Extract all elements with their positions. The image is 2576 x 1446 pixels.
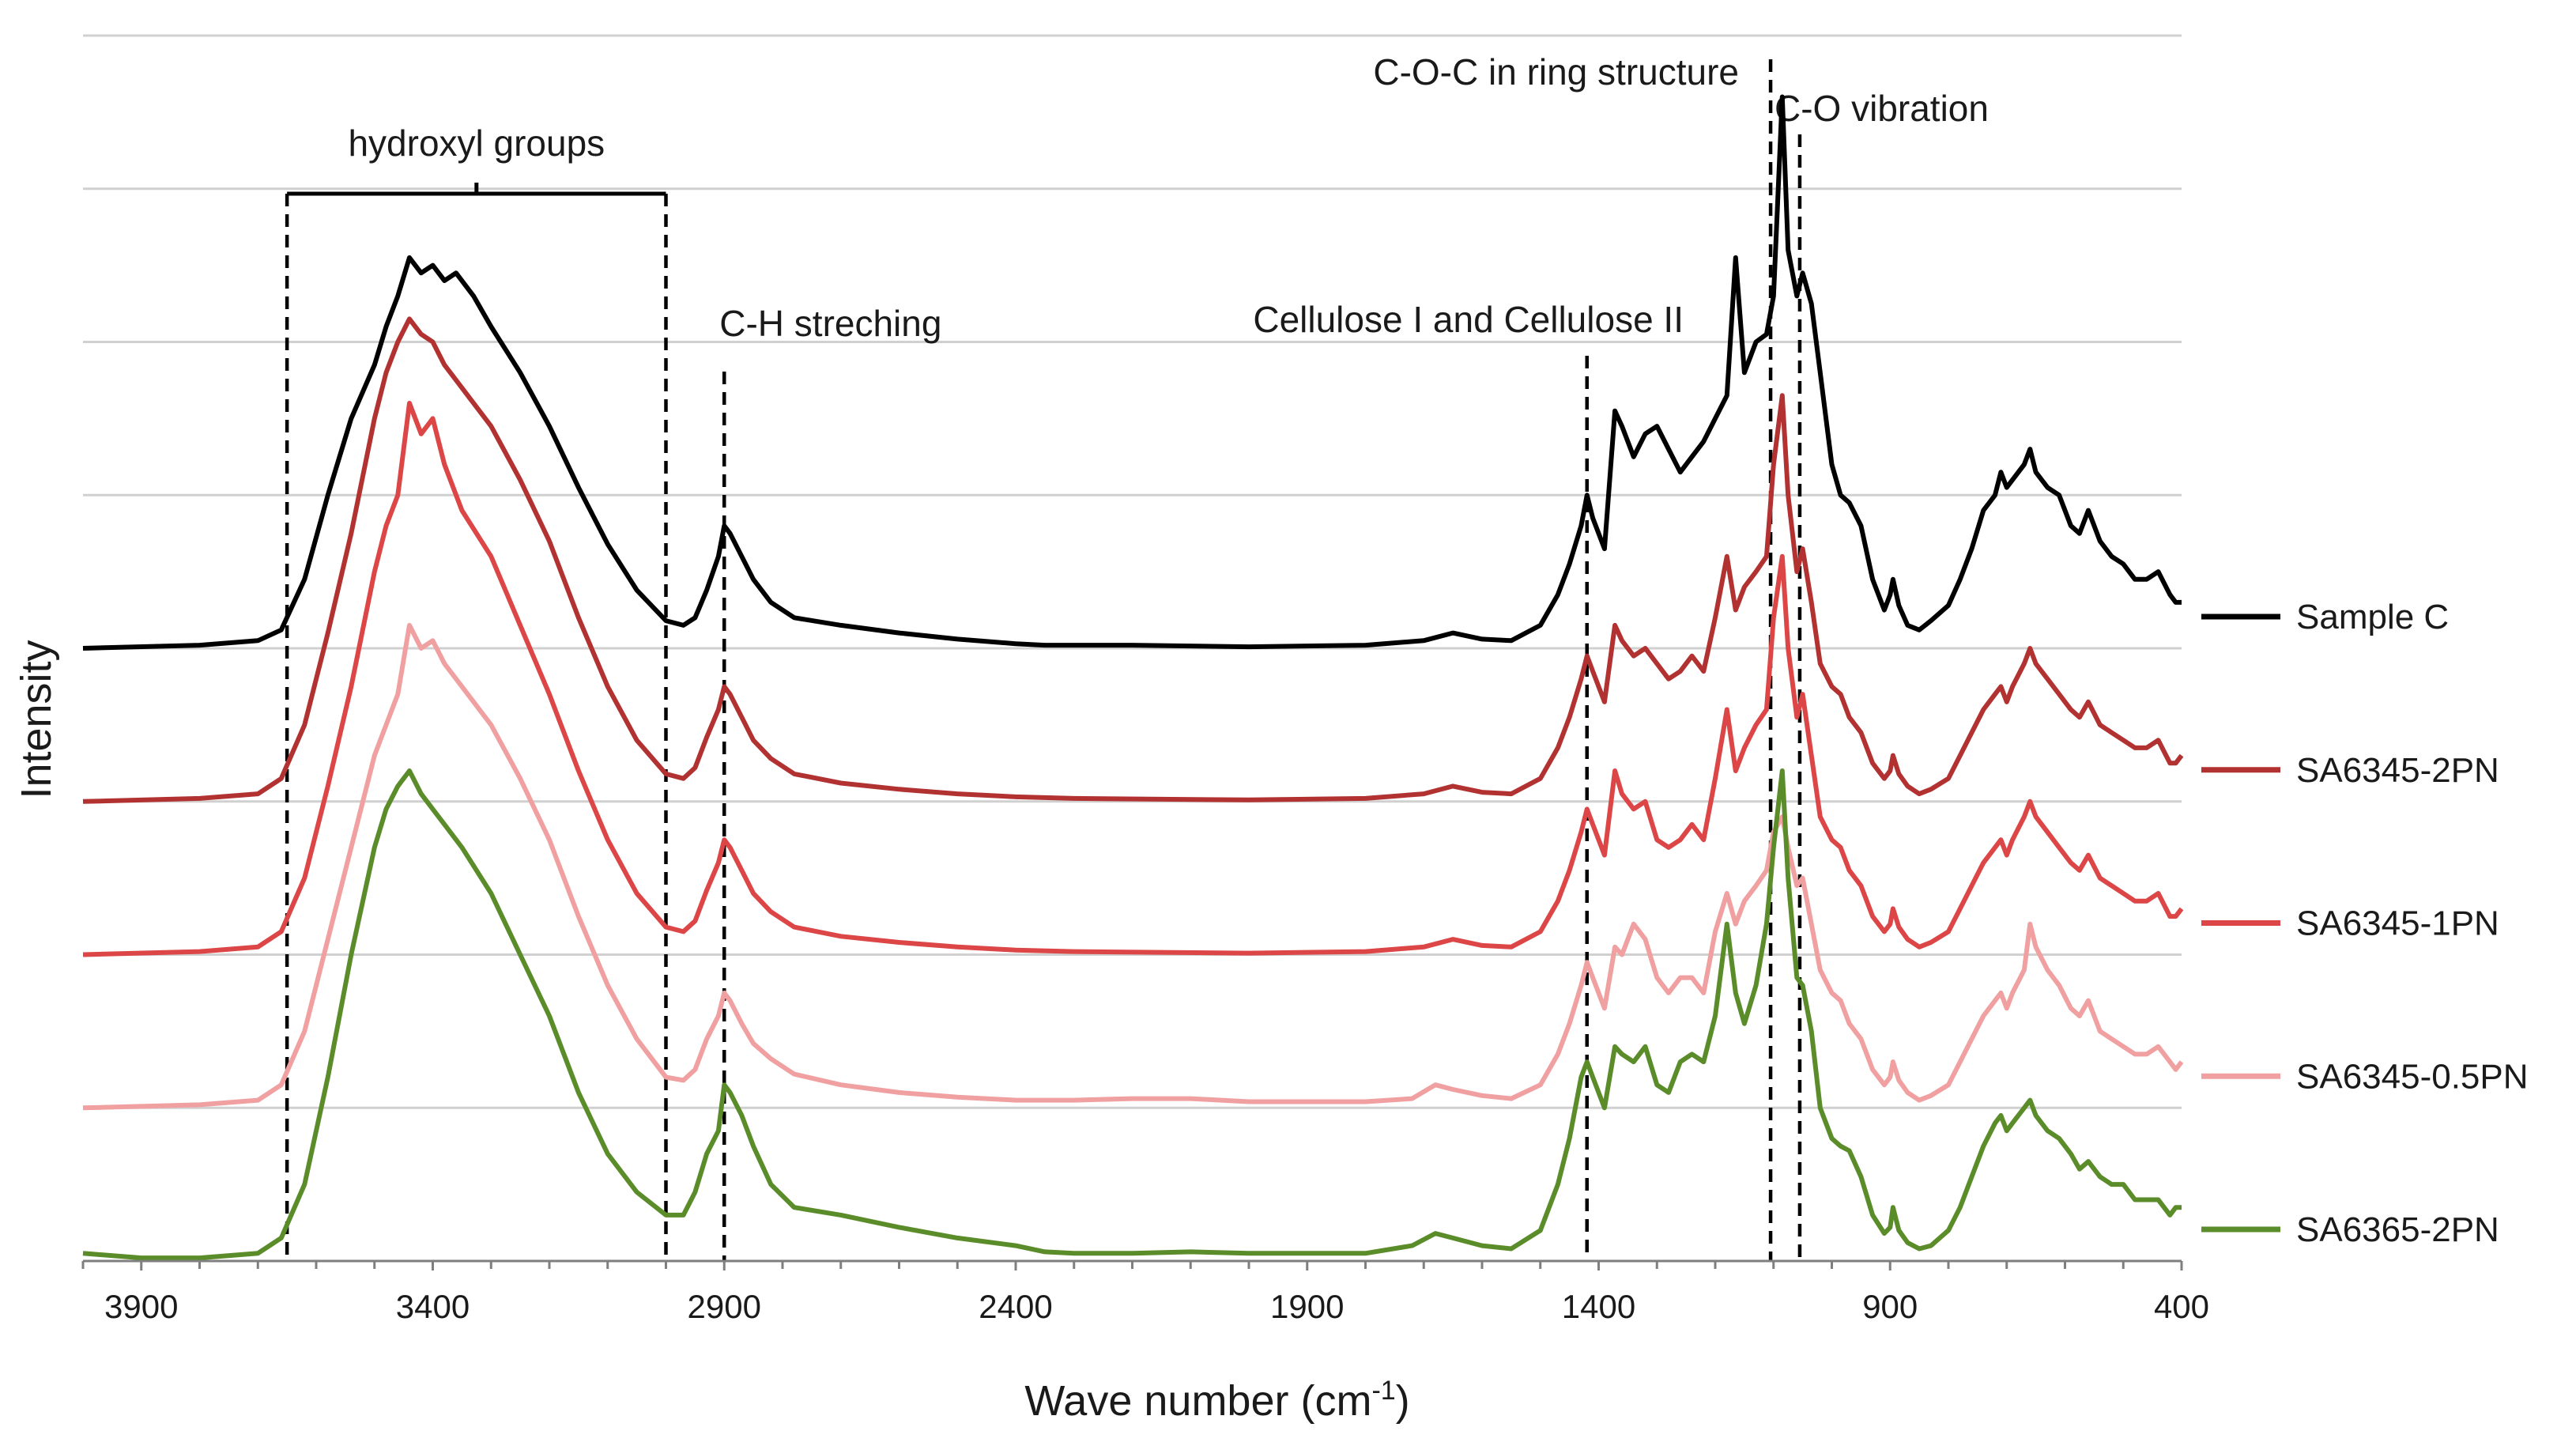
legend-label: Sample C — [2296, 598, 2449, 636]
series-line-SA6345-2PN — [82, 316, 2184, 804]
x-tick-label: 400 — [2154, 1288, 2209, 1325]
x-axis-title-sup: -1 — [1371, 1376, 1395, 1406]
legend: Sample C SA6345-2PN SA6345-1PN SA6345-0.5PN… — [2201, 598, 2529, 1249]
annotation-cellulose: Cellulose I and Cellulose II — [1253, 299, 1684, 340]
y-axis-title: Intensity — [13, 640, 60, 799]
series-line-SA6365-2PN — [82, 768, 2182, 1261]
x-tick-label: 2400 — [979, 1288, 1052, 1325]
series-line-Sample C — [82, 94, 2182, 651]
x-tick-label: 3400 — [396, 1288, 470, 1325]
x-tick-label: 1900 — [1270, 1288, 1344, 1325]
x-tick-label: 3900 — [104, 1288, 178, 1325]
series-line-SA6345-1PN — [82, 401, 2184, 957]
x-ticks: 3900 3400 2900 2400 1900 1400 900 400 — [81, 1261, 2209, 1325]
x-axis-title-close: ) — [1396, 1377, 1410, 1425]
legend-label: SA6345-0.5PN — [2296, 1057, 2529, 1096]
annotation-ch: C-H streching — [719, 303, 941, 344]
annotation-hydroxyl: hydroxyl groups — [348, 123, 605, 164]
legend-label: SA6365-2PN — [2296, 1210, 2499, 1249]
series-group — [82, 94, 2184, 1261]
band-annotations: hydroxyl groups C-H streching Cellulose I … — [285, 51, 1989, 1261]
legend-label: SA6345-2PN — [2296, 751, 2499, 790]
annotation-coc: C-O-C in ring structure — [1373, 51, 1739, 92]
x-axis-title: Wave number (cm-1) — [1024, 1376, 1409, 1425]
x-tick-label: 2900 — [688, 1288, 761, 1325]
series-line-SA6345-0.5PN — [82, 622, 2184, 1111]
x-axis-title-main: Wave number (cm — [1024, 1377, 1371, 1425]
x-tick-label: 900 — [1862, 1288, 1918, 1325]
x-tick-label: 1400 — [1562, 1288, 1635, 1325]
legend-label: SA6345-1PN — [2296, 904, 2499, 943]
annotation-co: C-O vibration — [1775, 88, 1989, 129]
gridlines — [83, 34, 2182, 1109]
